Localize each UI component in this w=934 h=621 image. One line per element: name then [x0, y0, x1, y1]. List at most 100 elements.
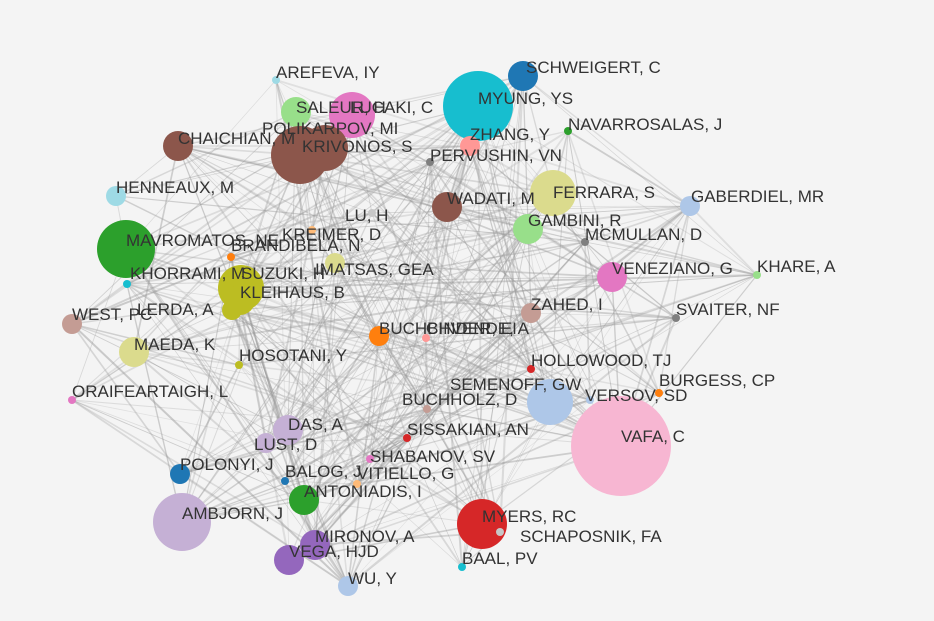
node[interactable] [423, 405, 431, 413]
node[interactable] [753, 271, 761, 279]
node[interactable] [308, 226, 316, 234]
edge [347, 317, 677, 587]
edge [378, 312, 532, 337]
node[interactable] [521, 303, 541, 323]
edge [133, 145, 179, 353]
node[interactable] [530, 170, 576, 216]
node[interactable] [432, 192, 462, 222]
edge [299, 154, 428, 410]
edge [303, 228, 529, 501]
edge [689, 205, 758, 276]
edge [314, 445, 622, 546]
node[interactable] [329, 92, 375, 138]
edge [522, 75, 532, 314]
node-label: LERDA, A [137, 300, 214, 319]
node[interactable] [426, 158, 434, 166]
edge [284, 75, 524, 482]
node[interactable] [564, 127, 572, 135]
node-label: KHORRAMI, M [130, 264, 245, 283]
edge [71, 399, 286, 482]
node[interactable] [338, 576, 358, 596]
node[interactable] [366, 455, 374, 463]
edge [371, 161, 431, 214]
node[interactable] [273, 415, 303, 445]
edge [239, 299, 305, 501]
node[interactable] [368, 209, 376, 217]
node[interactable] [281, 97, 311, 127]
node[interactable] [403, 434, 411, 442]
node-label: SCHAPOSNIK, FA [520, 527, 662, 546]
node[interactable] [153, 493, 211, 551]
edge [584, 241, 591, 401]
edge [240, 287, 677, 319]
edge [115, 111, 297, 197]
edge [347, 335, 380, 587]
node[interactable] [527, 379, 573, 425]
node[interactable] [422, 334, 430, 342]
node[interactable] [281, 477, 289, 485]
edge [295, 111, 660, 394]
node[interactable] [123, 280, 131, 288]
node[interactable] [597, 262, 627, 292]
node[interactable] [586, 396, 594, 404]
edge [265, 442, 358, 485]
node[interactable] [227, 253, 235, 261]
node[interactable] [680, 196, 700, 216]
edge [287, 145, 471, 431]
node[interactable] [97, 220, 155, 278]
node[interactable] [272, 76, 280, 84]
node[interactable] [571, 396, 671, 496]
edge [238, 212, 373, 366]
node[interactable] [300, 530, 330, 560]
node[interactable] [458, 563, 466, 571]
node[interactable] [62, 314, 82, 334]
node[interactable] [581, 238, 589, 246]
node[interactable] [369, 326, 389, 346]
node[interactable] [302, 125, 348, 171]
edge [177, 145, 591, 401]
node-label: WEST, PC [72, 305, 152, 324]
edge [231, 161, 431, 311]
edge [71, 287, 242, 401]
node[interactable] [235, 361, 243, 369]
edge [446, 130, 569, 208]
node[interactable] [106, 186, 126, 206]
node-label: VERSOV, SD [585, 386, 687, 405]
node[interactable] [163, 131, 193, 161]
edge [584, 241, 758, 276]
edge [179, 408, 428, 475]
node[interactable] [672, 314, 680, 322]
edge [71, 399, 622, 447]
edge [567, 130, 660, 394]
node[interactable] [222, 300, 242, 320]
node[interactable] [496, 528, 504, 536]
edge [347, 408, 428, 587]
edge [239, 145, 471, 301]
node-label: SCHWEIGERT, C [526, 58, 661, 77]
node[interactable] [353, 480, 361, 488]
edge [231, 309, 408, 439]
node[interactable] [325, 253, 345, 273]
node[interactable] [655, 389, 663, 397]
edge [369, 335, 380, 460]
node[interactable] [527, 365, 535, 373]
node[interactable] [460, 136, 480, 156]
node[interactable] [119, 337, 149, 367]
node-label: SALEUR, H [296, 98, 386, 117]
node[interactable] [289, 485, 319, 515]
node[interactable] [274, 545, 304, 575]
edge [446, 206, 660, 394]
node[interactable] [443, 71, 513, 141]
edge [425, 161, 431, 339]
node[interactable] [68, 396, 76, 404]
edge [179, 368, 532, 475]
edge [230, 212, 373, 258]
node[interactable] [256, 433, 276, 453]
node[interactable] [513, 214, 543, 244]
node[interactable] [508, 61, 538, 91]
node[interactable] [457, 499, 507, 549]
edge [295, 111, 349, 587]
node[interactable] [170, 464, 190, 484]
node-label: DAS, A [288, 415, 343, 434]
node-label: IMATSAS, GEA [315, 260, 434, 279]
